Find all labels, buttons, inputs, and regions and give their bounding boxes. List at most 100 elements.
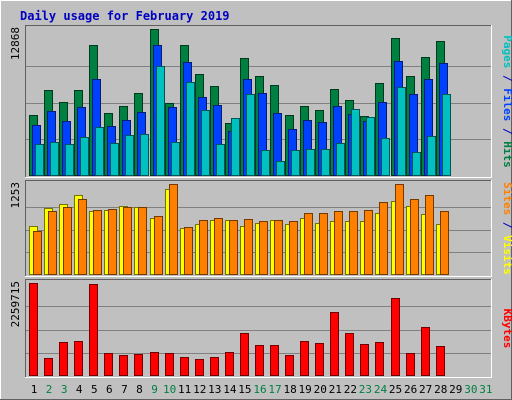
bar-kbytes [360,344,369,376]
bar-outline-sites [214,218,223,275]
bar-outline-sites [379,202,388,275]
day-tick-label: 22 [344,383,357,396]
day-tick-label: 27 [419,383,432,396]
bar-sites [33,231,42,275]
bar-pages [366,117,375,176]
bar-pages [231,118,240,176]
bar-outline-sites [440,211,449,275]
bar-outline-sites [63,207,72,275]
bar-outline-kbytes [255,345,264,376]
bar-sites [364,210,373,275]
bar-outline-kbytes [89,284,98,376]
bar-outline-pages [80,137,89,176]
bar-outline-pages [65,144,74,176]
bar-kbytes [134,354,143,376]
bar-outline-pages [216,144,225,176]
bar-outline-sites [48,211,57,275]
bar-files [258,93,267,176]
bar-sites [214,218,223,275]
bar-files [168,107,177,176]
bar-pages [201,110,210,176]
bar-outline-kbytes [44,358,53,376]
bar-outline-pages [351,109,360,176]
bar-outline-sites [304,213,313,275]
bar-sites [229,220,238,275]
series-label-files: Files [501,88,512,121]
bar-outline-sites [289,221,298,275]
bar-outline-kbytes [270,345,279,376]
bar-pages [397,87,406,176]
bar-files [424,79,433,176]
day-tick-label: 10 [163,383,176,396]
bar-outline-sites [364,210,373,275]
bar-outline-kbytes [406,353,415,376]
bar-sites [289,221,298,275]
bar-outline-kbytes [150,352,159,376]
series-label-separator: / [501,215,512,235]
bar-sites [349,211,358,275]
series-label-kbytes: KBytes [501,309,512,349]
bar-kbytes [391,298,400,376]
bar-outline-pages [156,66,165,176]
bar-outline-pages [110,143,119,176]
day-tick-label: 5 [91,383,98,396]
bar-outline-kbytes [300,341,309,376]
bar-outline-kbytes [240,333,249,376]
bar-outline-sites [274,220,283,275]
bar-kbytes [300,341,309,376]
bar-outline-kbytes [360,344,369,376]
day-tick-label: 15 [238,383,251,396]
day-tick-label: 6 [106,383,113,396]
series-label-sites: Sites [501,182,512,215]
bar-outline-kbytes [436,346,445,376]
bar-pages [306,149,315,176]
bar-pages [276,161,285,176]
bar-outline-pages [412,152,421,176]
bar-outline-pages [261,150,270,176]
bar-pages [95,127,104,176]
bar-pages [351,109,360,176]
bar-outline-pages [140,134,149,176]
bar-kbytes [29,283,38,376]
bar-pages [156,66,165,176]
bar-sites [379,202,388,275]
bar-outline-pages [95,127,104,176]
bar-kbytes [375,342,384,376]
bar-sites [108,209,117,275]
day-tick-label: 19 [299,383,312,396]
bar-outline-pages [276,161,285,176]
bar-kbytes [270,345,279,376]
bar-outline-kbytes [74,341,83,376]
series-label-separator: / [501,121,512,141]
bar-outline-pages [186,82,195,176]
bar-pages [140,134,149,176]
panel-series-label: Pages / Files / Hits [501,35,512,168]
bar-outline-pages [427,136,436,176]
day-tick-label: 31 [479,383,492,396]
bar-pages [261,150,270,176]
bar-outline-sites [199,220,208,275]
bar-outline-sites [334,211,343,275]
bar-sites [169,184,178,275]
bar-sites [63,207,72,275]
bar-sites [78,199,87,275]
day-tick-label: 7 [121,383,128,396]
bar-sites [138,207,147,275]
bar-kbytes [165,353,174,376]
bar-kbytes [119,355,128,376]
bar-outline-pages [442,94,451,176]
bar-outline-sites [244,219,253,275]
day-tick-label: 17 [268,383,281,396]
bar-files [213,105,222,176]
bar-outline-kbytes [29,283,38,376]
day-tick-label: 13 [208,383,221,396]
bar-outline-kbytes [421,327,430,376]
day-tick-label: 20 [314,383,327,396]
bar-sites [304,213,313,275]
bar-sites [244,219,253,275]
bar-files [273,113,282,176]
bar-outline-pages [50,142,59,176]
bar-sites [199,220,208,275]
